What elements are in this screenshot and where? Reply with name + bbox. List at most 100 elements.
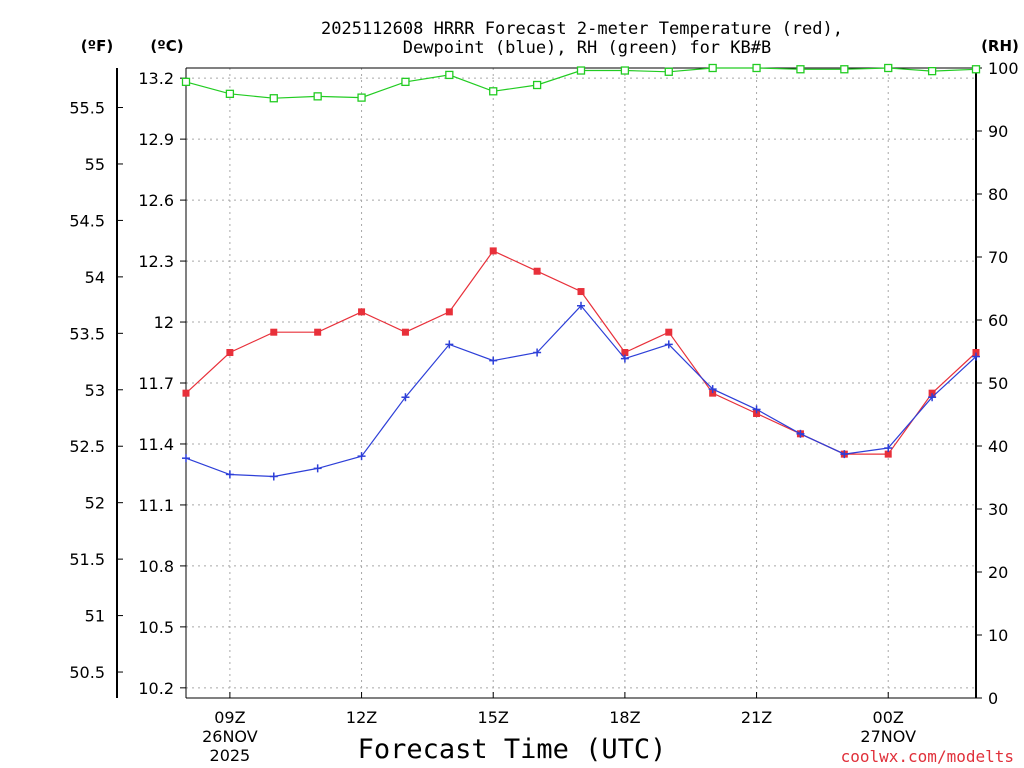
rh-tick-label: 100 [988, 59, 1019, 78]
rh-point [489, 87, 498, 96]
fahrenheit-tick-label: 55.5 [69, 99, 105, 118]
rh-point [532, 80, 542, 90]
celsius-tick-label: 11.4 [138, 435, 174, 454]
chart-title-line-2: Dewpoint (blue), RH (green) for KB#B [403, 38, 771, 58]
rh-tick-label: 20 [988, 563, 1008, 582]
dewpoint-point [313, 464, 322, 473]
dewpoint-point [225, 470, 234, 479]
rh-point [927, 67, 937, 76]
temperature-point [753, 409, 761, 417]
dewpoint-point [401, 393, 410, 402]
celsius-tick-label: 11.7 [138, 374, 174, 393]
dewpoint-point [577, 301, 585, 310]
dewpoint-point [269, 472, 278, 481]
dewpoint-point [840, 450, 849, 459]
dewpoint-series [182, 301, 980, 481]
x-tick-label: 15Z [478, 708, 509, 727]
temperature-point [489, 247, 497, 255]
tick-labels: 10.2 10.5 10.8 11.1 11.4 11.7 12 12.3 12.6 12.9 13… [69, 59, 1018, 765]
dewpoint-point [664, 340, 673, 349]
fahrenheit-unit-label: (ºF) [81, 37, 113, 55]
rh-point [971, 65, 981, 74]
rh-point [181, 77, 191, 87]
fahrenheit-tick-label: 54.5 [69, 211, 105, 230]
temperature-point [182, 389, 190, 397]
fahrenheit-tick-label: 51.5 [69, 550, 105, 569]
temperature-point [928, 389, 936, 397]
fahrenheit-tick-label: 53.5 [69, 324, 105, 343]
temperature-point [226, 349, 234, 357]
celsius-tick-label: 11.1 [138, 496, 174, 515]
rh-point [796, 65, 805, 74]
fahrenheit-tick-label: 51 [85, 607, 105, 626]
chart-title-line-1: 2025112608 HRRR Forecast 2-meter Tempera… [321, 19, 843, 39]
temperature-point [445, 308, 453, 316]
dewpoint-point [182, 454, 190, 463]
dewpoint-point [796, 429, 805, 438]
fahrenheit-tick-label: 50.5 [69, 663, 105, 682]
celsius-unit-label: (ºC) [150, 37, 183, 55]
temperature-point [270, 328, 278, 336]
rh-point [620, 66, 630, 75]
temperature-point [884, 450, 892, 458]
rh-point [840, 65, 849, 74]
rh-tick-label: 70 [988, 248, 1008, 267]
x-tick-label: 18Z [609, 708, 640, 727]
temperature-point [709, 389, 717, 397]
x-tick-label: 21Z [741, 708, 772, 727]
rh-point [401, 77, 410, 87]
x-tick-label: 00Z [873, 708, 904, 727]
rh-tick-label: 30 [988, 500, 1008, 519]
rh-point [664, 67, 673, 76]
temperature-point [533, 267, 541, 275]
dewpoint-point [489, 356, 498, 365]
temperature-point [665, 328, 673, 336]
rh-point [708, 63, 717, 73]
temperature-point [577, 288, 585, 296]
rh-point [269, 94, 278, 103]
temperature-point [358, 308, 366, 316]
x-tick-date-label: 26NOV [202, 727, 258, 746]
dewpoint-point [620, 354, 629, 363]
temperature-series [182, 247, 980, 458]
temperature-point [401, 328, 409, 336]
fahrenheit-tick-label: 52 [85, 494, 105, 513]
dewpoint-line [185, 304, 977, 478]
dewpoint-point [708, 385, 717, 394]
rh-series [181, 63, 981, 103]
rh-point [445, 70, 454, 80]
temperature-line [185, 250, 977, 455]
rh-tick-label: 40 [988, 437, 1008, 456]
celsius-tick-label: 10.2 [138, 679, 174, 698]
dewpoint-point [445, 340, 454, 349]
rh-point [576, 66, 586, 75]
grid-lines [186, 68, 976, 698]
celsius-tick-label: 12.3 [138, 252, 174, 271]
rh-point [225, 89, 235, 98]
rh-point [313, 92, 322, 101]
dewpoint-point [884, 444, 893, 453]
celsius-tick-label: 10.8 [138, 557, 174, 576]
rh-tick-label: 0 [988, 689, 998, 708]
dewpoint-point [752, 405, 761, 414]
fahrenheit-tick-label: 52.5 [69, 437, 105, 456]
rh-point [357, 93, 366, 102]
celsius-tick-label: 12.6 [138, 191, 174, 210]
rh-tick-label: 10 [988, 626, 1008, 645]
dewpoint-point [357, 452, 366, 461]
fahrenheit-tick-label: 55 [85, 155, 105, 174]
data-series [181, 63, 981, 481]
fahrenheit-tick-label: 54 [85, 268, 105, 287]
temperature-point [621, 349, 629, 357]
x-axis-label: Forecast Time (UTC) [358, 734, 667, 765]
credit-text: coolwx.com/modelts [841, 747, 1014, 766]
rh-point [752, 63, 761, 73]
rh-tick-label: 50 [988, 374, 1008, 393]
dewpoint-point [533, 348, 542, 357]
rh-point [884, 63, 893, 73]
rh-tick-label: 80 [988, 185, 1008, 204]
fahrenheit-tick-label: 53 [85, 381, 105, 400]
celsius-tick-label: 10.5 [138, 618, 174, 637]
dewpoint-point [928, 393, 937, 402]
